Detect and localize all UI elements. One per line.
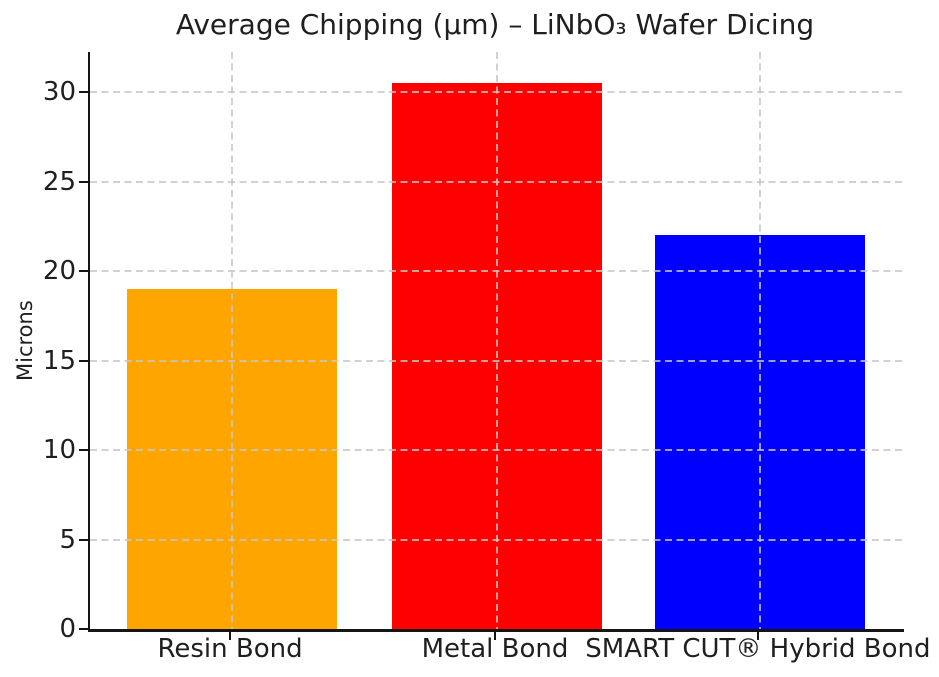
y-tick-label-30: 30 bbox=[42, 77, 76, 108]
y-tick-label-25: 25 bbox=[42, 166, 76, 197]
y-tick-label-15: 15 bbox=[42, 345, 76, 376]
x-tick-mark-resin-bond bbox=[229, 632, 232, 640]
v-gridline-resin-bond bbox=[231, 52, 234, 629]
chart-title: Average Chipping (μm) – LiNbO₃ Wafer Dic… bbox=[175, 8, 815, 41]
y-tick-mark-5 bbox=[79, 538, 88, 541]
y-tick-label-5: 5 bbox=[59, 524, 76, 555]
plot-area bbox=[88, 52, 904, 632]
v-gridline-metal-bond bbox=[496, 52, 498, 629]
y-tick-mark-0 bbox=[79, 628, 88, 630]
x-tick-label-metal-bond: Metal Bond bbox=[421, 634, 569, 664]
v-gridline-smart-cut-hybrid-bond bbox=[758, 52, 761, 629]
x-tick-label-smart-cut-hybrid-bond: SMART CUT® Hybrid Bond bbox=[585, 634, 931, 664]
y-tick-mark-10 bbox=[79, 449, 88, 452]
x-tick-mark-metal-bond bbox=[494, 632, 496, 640]
y-tick-mark-30 bbox=[79, 91, 88, 94]
y-tick-mark-20 bbox=[79, 270, 88, 273]
y-tick-mark-15 bbox=[79, 359, 88, 362]
y-tick-mark-25 bbox=[79, 180, 88, 183]
x-tick-label-resin-bond: Resin Bond bbox=[157, 634, 303, 664]
y-tick-label-10: 10 bbox=[42, 435, 76, 466]
x-tick-mark-smart-cut-hybrid-bond bbox=[756, 632, 759, 640]
y-tick-label-20: 20 bbox=[42, 256, 76, 287]
y-tick-label-0: 0 bbox=[59, 614, 76, 644]
